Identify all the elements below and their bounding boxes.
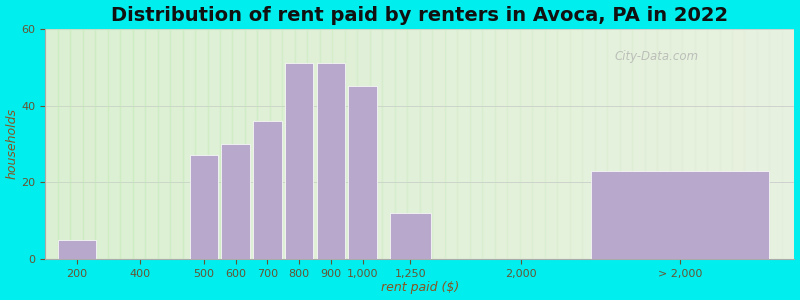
Bar (358, 29, 370, 259)
Y-axis label: households: households (6, 108, 18, 179)
Text: City-Data.com: City-Data.com (614, 50, 698, 63)
Bar (207, 29, 220, 259)
Bar (348, 86, 377, 259)
Title: Distribution of rent paid by renters in Avoca, PA in 2022: Distribution of rent paid by renters in … (111, 6, 728, 25)
Bar (607, 29, 620, 259)
Bar (732, 29, 745, 259)
Bar (70, 29, 82, 259)
Bar (632, 29, 645, 259)
Bar (45, 29, 58, 259)
Bar (170, 29, 182, 259)
Bar (507, 29, 520, 259)
Bar (222, 144, 250, 259)
Bar (757, 29, 770, 259)
Bar (407, 29, 420, 259)
Bar (482, 29, 494, 259)
Bar (245, 29, 258, 259)
Bar (258, 29, 270, 259)
Bar (345, 29, 358, 259)
Bar (395, 29, 407, 259)
Bar (382, 29, 395, 259)
Bar (332, 29, 345, 259)
Bar (108, 29, 120, 259)
Bar (570, 29, 582, 259)
Bar (620, 29, 632, 259)
Bar (719, 29, 732, 259)
Bar (782, 29, 794, 259)
X-axis label: rent paid ($): rent paid ($) (381, 281, 459, 294)
Bar (707, 29, 719, 259)
Bar (657, 29, 670, 259)
Bar (220, 29, 233, 259)
Bar (133, 29, 145, 259)
Bar (545, 29, 557, 259)
Bar (82, 29, 95, 259)
Bar (594, 29, 607, 259)
Bar (682, 29, 694, 259)
Bar (95, 29, 108, 259)
Bar (320, 29, 332, 259)
Bar (307, 29, 320, 259)
Bar (195, 29, 207, 259)
Bar (285, 63, 314, 259)
Bar (58, 29, 70, 259)
Bar (253, 121, 282, 259)
Bar (390, 213, 431, 259)
Bar (458, 29, 470, 259)
Bar (520, 29, 532, 259)
Bar (270, 29, 282, 259)
Bar (190, 155, 218, 259)
Bar (645, 29, 657, 259)
Bar (282, 29, 295, 259)
Bar (370, 29, 382, 259)
Bar (420, 29, 432, 259)
Bar (470, 29, 482, 259)
Bar (182, 29, 195, 259)
Bar (233, 29, 245, 259)
Bar (158, 29, 170, 259)
Bar (532, 29, 545, 259)
Bar (145, 29, 158, 259)
Bar (494, 29, 507, 259)
Bar (557, 29, 570, 259)
Bar (58, 240, 96, 259)
Bar (591, 171, 769, 259)
Bar (770, 29, 782, 259)
Bar (582, 29, 594, 259)
Bar (432, 29, 445, 259)
Bar (745, 29, 757, 259)
Bar (295, 29, 307, 259)
Bar (670, 29, 682, 259)
Bar (445, 29, 458, 259)
Bar (694, 29, 707, 259)
Bar (317, 63, 346, 259)
Bar (120, 29, 133, 259)
